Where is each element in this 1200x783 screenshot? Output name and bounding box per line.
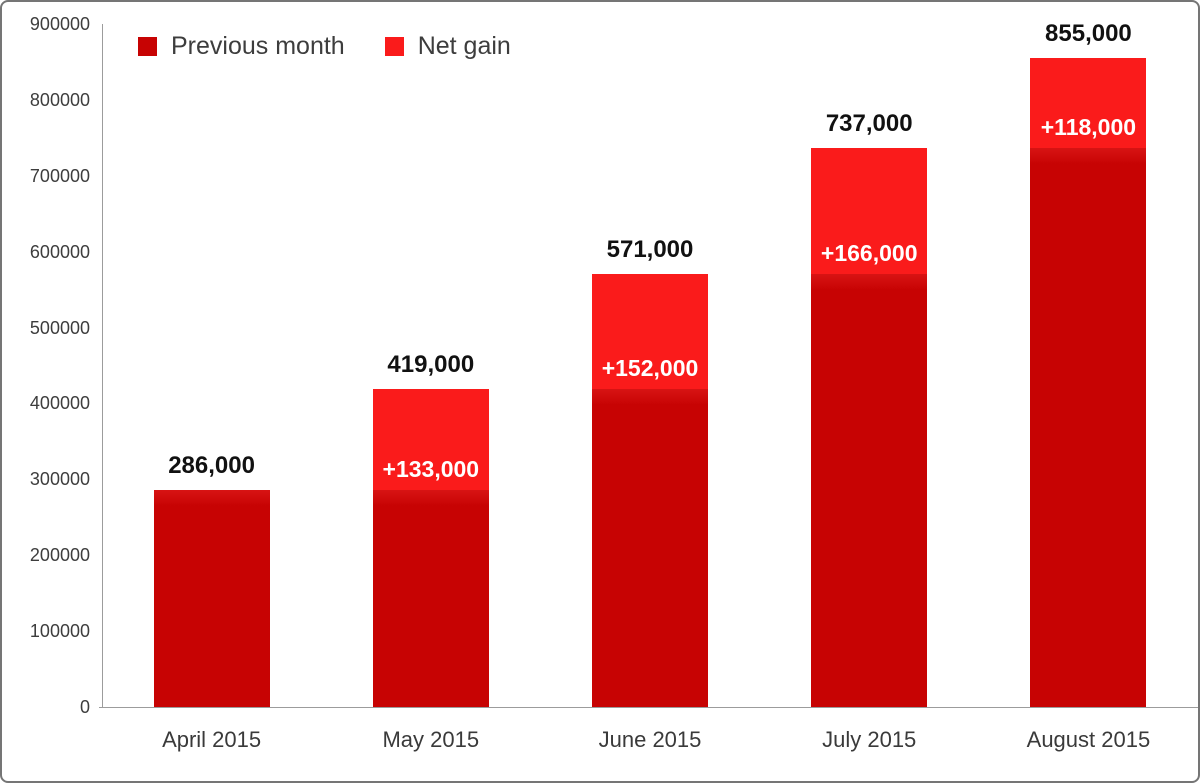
bar-group: +152,000 571,000: [540, 2, 759, 707]
x-axis-label: June 2015: [598, 727, 702, 752]
bars-area: 286,000 +133,000 419,000 +152,000 571,000 +16…: [102, 2, 1198, 707]
bar-segment-net-gain: [1030, 58, 1147, 148]
bar-total-label: 571,000: [606, 235, 694, 263]
y-tick-label: 700000: [29, 165, 90, 186]
bar-segment-net-gain: [592, 273, 708, 390]
bar-total-label: 737,000: [825, 109, 913, 137]
y-tick-label: 500000: [29, 317, 90, 338]
bar-segment-previous-month: [1030, 147, 1147, 707]
y-tick-label: 400000: [29, 393, 90, 414]
bar-group: +133,000 419,000: [321, 2, 540, 707]
previous-month-swatch-icon: [138, 37, 157, 56]
bar-total-label: 855,000: [1045, 20, 1132, 48]
bar-gain-label: +118,000: [1040, 113, 1137, 140]
y-axis-line: [102, 24, 103, 707]
bar-segment-previous-month: [372, 489, 489, 707]
legend: Previous month Net gain: [138, 34, 511, 59]
y-tick-label: 200000: [29, 545, 90, 566]
bar-gain-label: +166,000: [820, 239, 918, 266]
bar-segment-previous-month: [811, 273, 928, 707]
bar-segment-previous-month: [153, 489, 270, 707]
y-tick-label: 0: [79, 697, 90, 717]
bar-group: 286,000: [102, 2, 321, 707]
bar-segment-net-gain: [811, 147, 928, 274]
y-tick-label: 100000: [29, 621, 90, 642]
x-axis-label: August 2015: [1026, 727, 1151, 752]
legend-item-previous-month: Previous month: [138, 34, 345, 59]
y-tick-label: 600000: [29, 241, 90, 262]
y-tick-label: 900000: [29, 14, 90, 34]
x-axis-label: July 2015: [822, 727, 917, 752]
net-gain-swatch-icon: [384, 37, 404, 56]
bar-group: +166,000 737,000: [760, 2, 979, 707]
y-tick-label: 300000: [29, 469, 90, 490]
bar-total-label: 286,000: [168, 451, 255, 479]
y-axis-tick-labels: 0 100000 200000 300000 400000 500000 600000 700…: [2, 2, 90, 781]
bar-gain-label: +133,000: [382, 455, 480, 482]
x-axis-label: May 2015: [382, 727, 480, 752]
bar-gain-label: +152,000: [601, 355, 699, 382]
x-axis-labels: April 2015 May 2015 June 2015 July 2015 Augu…: [102, 727, 1198, 753]
y-tick-label: 800000: [29, 89, 90, 110]
bar-total-label: 419,000: [387, 351, 475, 379]
bar-group: +118,000 855,000: [979, 2, 1198, 707]
bar-segment-net-gain: [372, 389, 489, 490]
x-axis-label: April 2015: [162, 727, 262, 752]
x-axis-line: [99, 707, 1198, 708]
legend-label-previous-month: Previous month: [171, 32, 345, 60]
bar-segment-previous-month: [592, 389, 708, 707]
legend-item-net-gain: Net gain: [384, 32, 511, 60]
legend-label-net-gain: Net gain: [417, 32, 511, 60]
